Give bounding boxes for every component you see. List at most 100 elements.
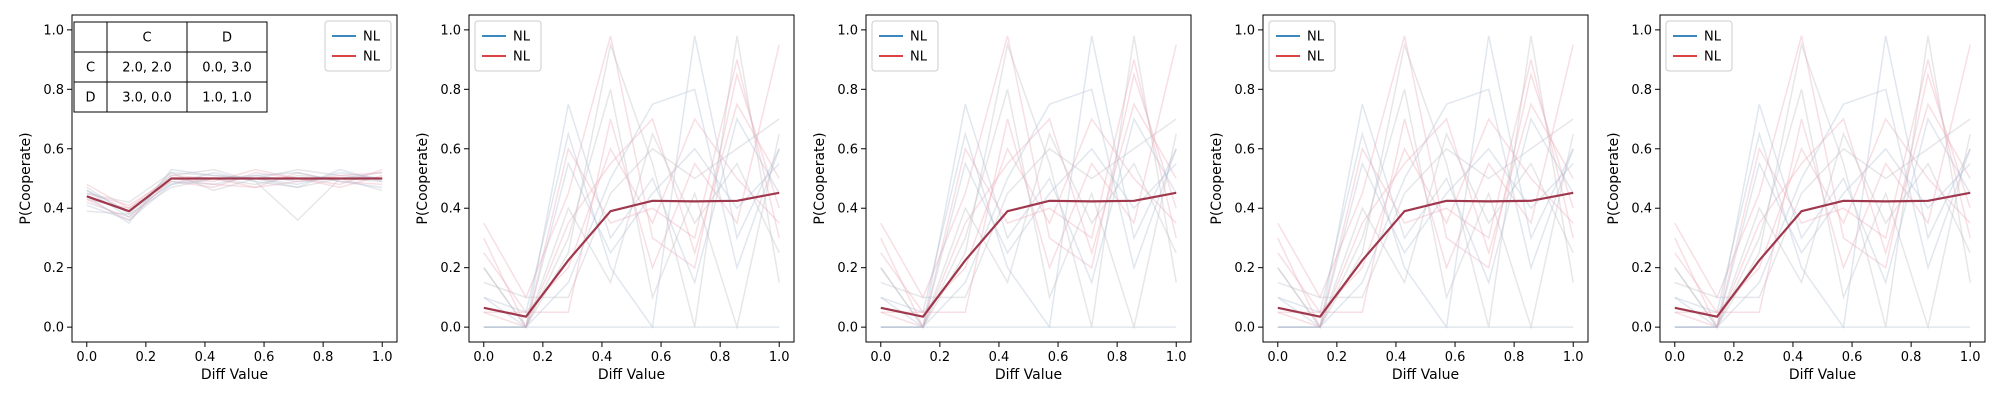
background-trajectory <box>1277 35 1574 329</box>
x-tick-label: 0.2 <box>136 350 157 365</box>
plot-area <box>1277 35 1574 331</box>
x-tick-label: 0.0 <box>1267 350 1288 365</box>
background-trajectory <box>880 44 1177 314</box>
legend: NL NL <box>324 20 392 72</box>
x-tick-label: 0.4 <box>1783 350 1804 365</box>
x-tick-label: 1.0 <box>372 350 393 365</box>
payoff-cell <box>73 21 108 53</box>
payoff-cell <box>106 21 188 53</box>
x-axis-label: Diff Value <box>201 367 268 383</box>
background-trajectory <box>880 117 1177 314</box>
axes-frame <box>1262 14 1589 343</box>
x-tick-label: 0.2 <box>1327 350 1348 365</box>
background-trajectory <box>483 44 780 314</box>
background-trajectory <box>1674 59 1971 330</box>
x-tick-label: 0.8 <box>710 350 731 365</box>
chart-panel-4: 0.0 0.2 0.4 0.6 0.8 1.0 0.0 0.2 0.4 0.6 0.8 1.0 Diff… <box>1209 14 1589 383</box>
payoff-cell-text: D <box>85 91 95 106</box>
legend-label: NL <box>1704 30 1722 45</box>
series-line-1 <box>483 191 780 318</box>
x-tick-label: 0.4 <box>989 350 1010 365</box>
axes-frame <box>468 14 795 343</box>
legend-box <box>1665 20 1733 72</box>
legend-label: NL <box>513 30 531 45</box>
x-tick-label: 0.8 <box>313 350 334 365</box>
background-trajectory <box>86 168 383 222</box>
background-trajectory <box>483 35 780 330</box>
legend-box <box>871 20 939 72</box>
y-tick-label: 0.0 <box>440 321 461 336</box>
chart-panel-1: 0.0 0.2 0.4 0.6 0.8 1.0 0.0 0.2 0.4 0.6 0.8 1.0 Diff… <box>18 14 398 383</box>
x-tick-label: 0.4 <box>592 350 613 365</box>
background-trajectory <box>86 168 383 225</box>
y-tick-label: 0.4 <box>1631 202 1652 217</box>
background-trajectory <box>880 89 1177 331</box>
payoff-cell <box>73 51 108 83</box>
x-tick-label: 0.6 <box>1842 350 1863 365</box>
background-trajectory <box>86 171 383 210</box>
legend: NL NL <box>1268 20 1336 72</box>
x-tick-label: 0.6 <box>1048 350 1069 365</box>
background-trajectory <box>1277 88 1574 328</box>
background-trajectory <box>1674 35 1971 329</box>
y-tick-label: 1.0 <box>837 23 858 38</box>
legend-label: NL <box>1704 50 1722 65</box>
background-trajectory <box>880 35 1177 330</box>
plot-area <box>1674 35 1971 331</box>
y-tick-label: 0.8 <box>440 83 461 98</box>
x-axis-label: Diff Value <box>1392 367 1459 383</box>
y-axis-label: P(Cooperate) <box>1606 132 1622 224</box>
payoff-cell-text: 0.0, 3.0 <box>202 61 252 76</box>
y-tick-label: 0.2 <box>43 261 64 276</box>
background-trajectory <box>880 118 1177 299</box>
x-tick-label: 1.0 <box>1960 350 1981 365</box>
background-trajectory <box>1277 102 1574 329</box>
y-axis-label: P(Cooperate) <box>18 132 34 224</box>
background-trajectory <box>483 103 780 329</box>
y-tick-label: 1.0 <box>1631 23 1652 38</box>
payoff-cell-text: C <box>142 31 151 46</box>
y-tick-label: 0.2 <box>1234 261 1255 276</box>
payoff-cell-text: 3.0, 0.0 <box>122 91 172 106</box>
x-tick-label: 0.6 <box>1445 350 1466 365</box>
x-tick-label: 0.0 <box>870 350 891 365</box>
background-trajectory <box>1277 147 1574 328</box>
series-line-1 <box>86 177 383 213</box>
y-tick-label: 0.8 <box>837 83 858 98</box>
background-trajectory <box>483 89 780 331</box>
background-trajectory <box>483 35 780 300</box>
legend-label: NL <box>363 50 381 65</box>
background-trajectory <box>86 171 383 222</box>
background-trajectory <box>1674 35 1971 330</box>
background-trajectory <box>86 168 383 207</box>
y-axis-label: P(Cooperate) <box>812 132 828 224</box>
background-trajectory <box>1674 88 1971 328</box>
legend-label: NL <box>1307 50 1325 65</box>
x-tick-label: 0.6 <box>651 350 672 365</box>
background-trajectory <box>86 168 383 210</box>
y-tick-label: 0.6 <box>440 142 461 157</box>
x-tick-label: 0.0 <box>76 350 97 365</box>
x-tick-label: 0.0 <box>473 350 494 365</box>
background-trajectory <box>483 88 780 328</box>
x-tick-label: 0.6 <box>254 350 275 365</box>
x-tick-label: 0.2 <box>533 350 554 365</box>
y-axis-label: P(Cooperate) <box>1209 132 1225 224</box>
y-tick-label: 0.0 <box>837 321 858 336</box>
payoff-cell <box>186 21 268 53</box>
plot-area <box>483 35 780 331</box>
chart-panel-2: 0.0 0.2 0.4 0.6 0.8 1.0 0.0 0.2 0.4 0.6 0.8 1.0 Diff… <box>415 14 795 383</box>
axes-frame <box>865 14 1192 343</box>
y-tick-label: 0.4 <box>837 202 858 217</box>
legend-label: NL <box>910 30 928 45</box>
payoff-cell-text: 2.0, 2.0 <box>122 61 172 76</box>
x-tick-label: 0.2 <box>1724 350 1745 365</box>
y-tick-label: 0.6 <box>43 142 64 157</box>
y-tick-label: 0.8 <box>43 83 64 98</box>
legend: NL NL <box>871 20 939 72</box>
background-trajectory <box>483 118 780 299</box>
axes-frame <box>1659 14 1986 343</box>
payoff-cell <box>186 51 268 83</box>
background-trajectory <box>1277 117 1574 314</box>
